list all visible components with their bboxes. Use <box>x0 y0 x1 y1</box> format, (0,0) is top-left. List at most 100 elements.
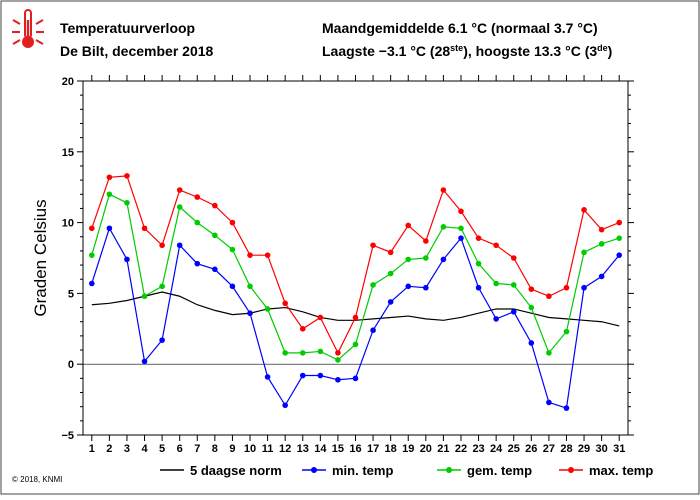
data-point-max-temp <box>212 202 218 209</box>
data-point-max-temp <box>282 300 288 307</box>
data-point-max-temp <box>440 187 447 193</box>
data-point-min-temp <box>176 242 183 249</box>
x-tick-label: 18 <box>385 443 397 455</box>
data-point-max-temp <box>194 194 201 200</box>
data-point-gem-temp <box>247 283 253 290</box>
data-point-gem-temp <box>88 252 95 258</box>
data-point-max-temp <box>124 173 130 179</box>
thermometer-hot-icon <box>12 9 44 48</box>
data-point-gem-temp <box>299 350 306 356</box>
data-point-gem-temp <box>581 249 587 256</box>
x-tick-label: 17 <box>367 443 379 455</box>
data-point-max-temp <box>387 249 394 256</box>
data-point-min-temp <box>546 399 552 406</box>
data-point-max-temp <box>106 174 113 181</box>
x-tick-label: 13 <box>297 443 309 455</box>
x-tick-label: 7 <box>194 443 200 455</box>
x-tick-label: 1 <box>89 443 95 455</box>
data-point-gem-temp <box>475 260 482 267</box>
x-tick-label: 29 <box>578 443 590 455</box>
data-point-gem-temp <box>194 219 201 226</box>
data-point-gem-temp <box>458 225 464 232</box>
series-lines <box>88 173 623 411</box>
data-point-min-temp <box>352 375 359 382</box>
x-tick-label: 5 <box>159 443 165 455</box>
data-point-max-temp <box>159 242 165 249</box>
data-point-min-temp <box>528 340 535 346</box>
data-point-max-temp <box>493 242 499 249</box>
data-point-min-temp <box>124 256 130 263</box>
data-point-gem-temp <box>282 350 288 356</box>
data-point-gem-temp <box>352 341 359 348</box>
data-point-max-temp <box>546 293 552 300</box>
data-point-min-temp <box>88 280 95 287</box>
data-point-max-temp <box>141 225 148 232</box>
data-point-max-temp <box>352 314 359 321</box>
x-tick-label: 15 <box>332 443 344 455</box>
data-point-gem-temp <box>528 304 535 311</box>
x-tick-label: 12 <box>279 443 291 455</box>
data-point-min-temp <box>581 284 587 291</box>
x-tick-label: 8 <box>212 443 218 455</box>
data-point-gem-temp <box>229 246 236 253</box>
x-tick-label: 16 <box>349 443 361 455</box>
copyright: © 2018, KNMI <box>12 475 62 484</box>
data-point-max-temp <box>88 225 95 232</box>
data-point-gem-temp <box>493 280 499 287</box>
x-tick-label: 28 <box>560 443 572 455</box>
data-point-min-temp <box>598 273 605 280</box>
data-point-max-temp <box>370 242 376 249</box>
data-point-gem-temp <box>510 282 517 288</box>
data-point-min-temp <box>141 358 148 365</box>
legend-marker-gem-temp <box>446 467 452 473</box>
legend-label-5-daagse-norm: 5 daagse norm <box>190 463 282 478</box>
data-point-gem-temp <box>423 255 429 261</box>
legend-marker-min-temp <box>311 467 317 473</box>
data-point-min-temp <box>616 252 623 258</box>
data-point-gem-temp <box>440 224 447 230</box>
data-point-max-temp <box>335 350 341 356</box>
data-point-max-temp <box>475 235 482 241</box>
data-point-min-temp <box>387 299 394 305</box>
data-point-max-temp <box>563 284 570 291</box>
data-point-gem-temp <box>335 357 341 363</box>
data-point-min-temp <box>229 283 236 290</box>
data-point-gem-temp <box>370 282 376 288</box>
data-point-min-temp <box>423 284 429 291</box>
data-point-max-temp <box>229 219 236 226</box>
data-point-min-temp <box>335 376 341 383</box>
data-point-min-temp <box>405 283 412 290</box>
x-tick-label: 14 <box>314 443 327 455</box>
data-point-max-temp <box>264 252 271 258</box>
x-tick-label: 3 <box>124 443 130 455</box>
data-point-max-temp <box>528 286 535 292</box>
x-tick-label: 4 <box>141 443 148 455</box>
data-point-gem-temp <box>563 328 570 335</box>
data-point-gem-temp <box>264 306 271 312</box>
data-point-min-temp <box>317 372 324 379</box>
data-point-min-temp <box>563 405 570 411</box>
data-point-min-temp <box>458 235 464 241</box>
data-point-min-temp <box>282 402 288 409</box>
x-axis-ticks: 1 2 3 4 5 6 7 8 9 10 11 12 13 14 15 16 17 18 19 20 21 22 23 24 2… <box>89 75 625 455</box>
data-point-min-temp <box>159 337 165 343</box>
legend-marker-max-temp <box>568 467 574 473</box>
chart-title: Temperatuurverloop <box>60 20 195 36</box>
data-point-max-temp <box>299 326 306 332</box>
data-point-max-temp <box>317 314 324 321</box>
data-point-max-temp <box>598 226 605 233</box>
data-point-max-temp <box>176 187 183 193</box>
data-point-max-temp <box>616 219 623 226</box>
x-tick-label: 23 <box>472 443 484 455</box>
data-point-min-temp <box>510 309 517 315</box>
data-point-gem-temp <box>387 270 394 277</box>
chart-location: De Bilt, december 2018 <box>60 43 214 59</box>
x-tick-label: 2 <box>106 443 112 455</box>
data-point-gem-temp <box>159 283 165 290</box>
data-point-max-temp <box>510 255 517 261</box>
y-tick-label: 10 <box>62 218 74 230</box>
legend-label-min-temp: min. temp <box>332 463 393 478</box>
data-point-max-temp <box>405 222 412 229</box>
x-tick-label: 30 <box>596 443 608 455</box>
